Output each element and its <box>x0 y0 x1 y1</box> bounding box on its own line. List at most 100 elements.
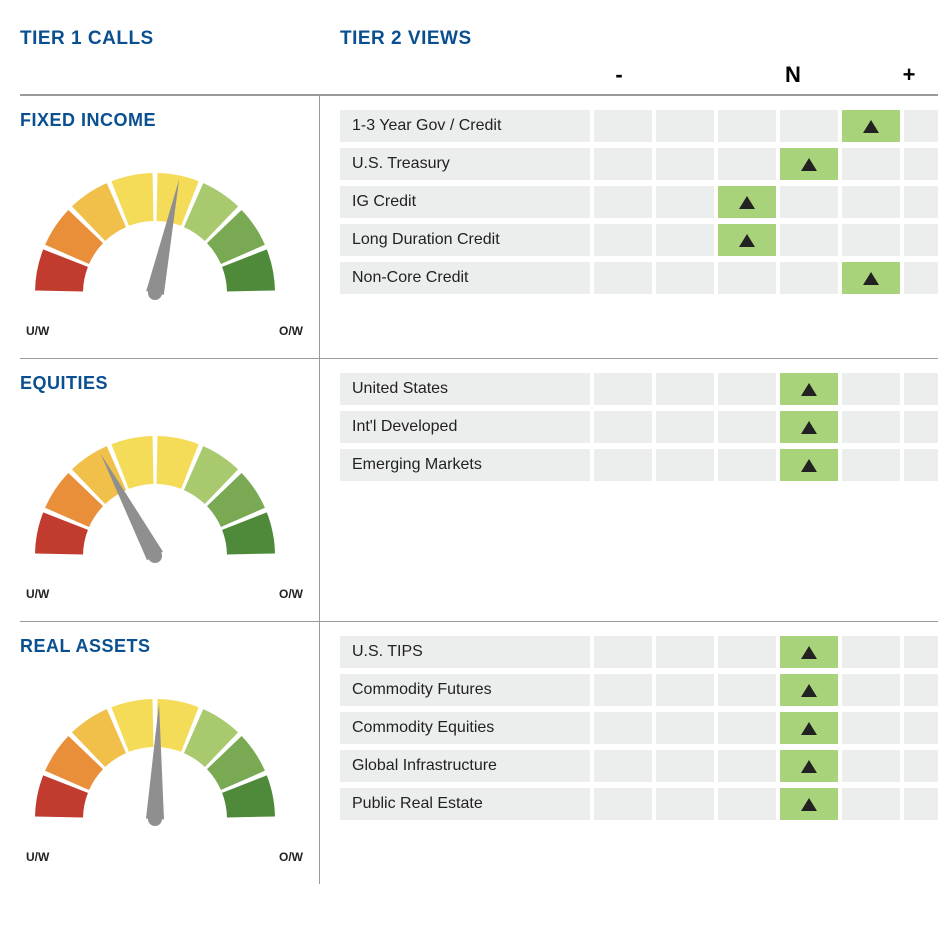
position-cell <box>842 674 900 706</box>
triangle-up-icon <box>801 684 817 697</box>
gauge-wrap <box>20 143 290 328</box>
rows: 1-3 Year Gov / Credit U.S. Treasury IG Cre… <box>340 110 938 294</box>
position-marker <box>842 262 900 294</box>
row-label: Public Real Estate <box>340 788 590 820</box>
position-marker <box>842 110 900 142</box>
position-cell <box>656 712 714 744</box>
section-left: REAL ASSETSU/WO/W <box>20 621 320 884</box>
position-marker <box>780 712 838 744</box>
triangle-up-icon <box>801 383 817 396</box>
gauge-chart <box>20 669 290 849</box>
triangle-up-icon <box>739 196 755 209</box>
gauge-chart <box>20 143 290 323</box>
row-label: Non-Core Credit <box>340 262 590 294</box>
gauge-label-right: O/W <box>279 850 303 864</box>
position-marker <box>780 674 838 706</box>
table-row: United States <box>340 373 938 405</box>
position-cell <box>656 449 714 481</box>
table-row: U.S. TIPS <box>340 636 938 668</box>
position-cell <box>594 750 652 782</box>
position-cell <box>718 411 776 443</box>
row-label: IG Credit <box>340 186 590 218</box>
row-label: U.S. Treasury <box>340 148 590 180</box>
position-cell <box>718 110 776 142</box>
row-label: Int'l Developed <box>340 411 590 443</box>
position-cell <box>656 674 714 706</box>
gauge-wrap <box>20 406 290 591</box>
position-cell <box>842 712 900 744</box>
position-cell <box>718 674 776 706</box>
triangle-up-icon <box>863 120 879 133</box>
triangle-up-icon <box>739 234 755 247</box>
position-cell <box>594 110 652 142</box>
section-right: United StatesInt'l DevelopedEmerging Mar… <box>320 358 938 621</box>
triangle-up-icon <box>801 722 817 735</box>
position-marker <box>780 411 838 443</box>
position-marker <box>780 148 838 180</box>
tier2-header: TIER 2 VIEWS <box>320 20 938 62</box>
position-cell <box>656 110 714 142</box>
rows: United StatesInt'l DevelopedEmerging Mar… <box>340 373 938 481</box>
position-cell <box>718 373 776 405</box>
rows: U.S. TIPS Commodity Futures Commodity Equi… <box>340 636 938 820</box>
triangle-up-icon <box>801 459 817 472</box>
position-marker <box>780 636 838 668</box>
position-cell <box>594 788 652 820</box>
row-label: Commodity Equities <box>340 712 590 744</box>
triangle-up-icon <box>801 760 817 773</box>
position-cell <box>656 636 714 668</box>
row-label: Commodity Futures <box>340 674 590 706</box>
table-row: Commodity Equities <box>340 712 938 744</box>
position-cell <box>718 449 776 481</box>
position-cell <box>594 148 652 180</box>
position-cell <box>904 750 938 782</box>
scale-label: - <box>590 62 648 88</box>
row-label: Global Infrastructure <box>340 750 590 782</box>
position-marker <box>780 373 838 405</box>
position-cell <box>780 110 838 142</box>
triangle-up-icon <box>801 421 817 434</box>
position-cell <box>656 411 714 443</box>
position-cell <box>842 788 900 820</box>
position-cell <box>904 636 938 668</box>
position-cell <box>656 148 714 180</box>
section-right: U.S. TIPS Commodity Futures Commodity Equi… <box>320 621 938 884</box>
row-label: 1-3 Year Gov / Credit <box>340 110 590 142</box>
tier2-header-wrap: TIER 2 VIEWS- N + <box>320 20 938 95</box>
position-cell <box>904 110 938 142</box>
scale-label: + <box>880 62 938 88</box>
triangle-up-icon <box>801 158 817 171</box>
position-cell <box>594 224 652 256</box>
table-row: U.S. Treasury <box>340 148 938 180</box>
position-marker <box>780 788 838 820</box>
table-row: Public Real Estate <box>340 788 938 820</box>
position-cell <box>718 712 776 744</box>
position-cell <box>842 148 900 180</box>
position-cell <box>780 224 838 256</box>
section-left: EQUITIESU/WO/W <box>20 358 320 621</box>
position-cell <box>780 262 838 294</box>
position-cell <box>904 712 938 744</box>
gauge-label-right: O/W <box>279 324 303 338</box>
section-right: 1-3 Year Gov / Credit U.S. Treasury IG Cre… <box>320 95 938 358</box>
table-row: Non-Core Credit <box>340 262 938 294</box>
position-cell <box>904 186 938 218</box>
position-cell <box>656 788 714 820</box>
scale-label: N <box>764 62 822 88</box>
table-row: 1-3 Year Gov / Credit <box>340 110 938 142</box>
position-cell <box>656 373 714 405</box>
position-cell <box>842 224 900 256</box>
table-row: Long Duration Credit <box>340 224 938 256</box>
position-cell <box>594 449 652 481</box>
position-cell <box>656 750 714 782</box>
position-cell <box>594 674 652 706</box>
position-cell <box>842 750 900 782</box>
triangle-up-icon <box>801 646 817 659</box>
scale-header: - N + <box>320 62 938 94</box>
row-label: U.S. TIPS <box>340 636 590 668</box>
table-row: IG Credit <box>340 186 938 218</box>
position-cell <box>904 224 938 256</box>
position-cell <box>718 788 776 820</box>
gauge-label-left: U/W <box>26 324 49 338</box>
position-cell <box>718 636 776 668</box>
